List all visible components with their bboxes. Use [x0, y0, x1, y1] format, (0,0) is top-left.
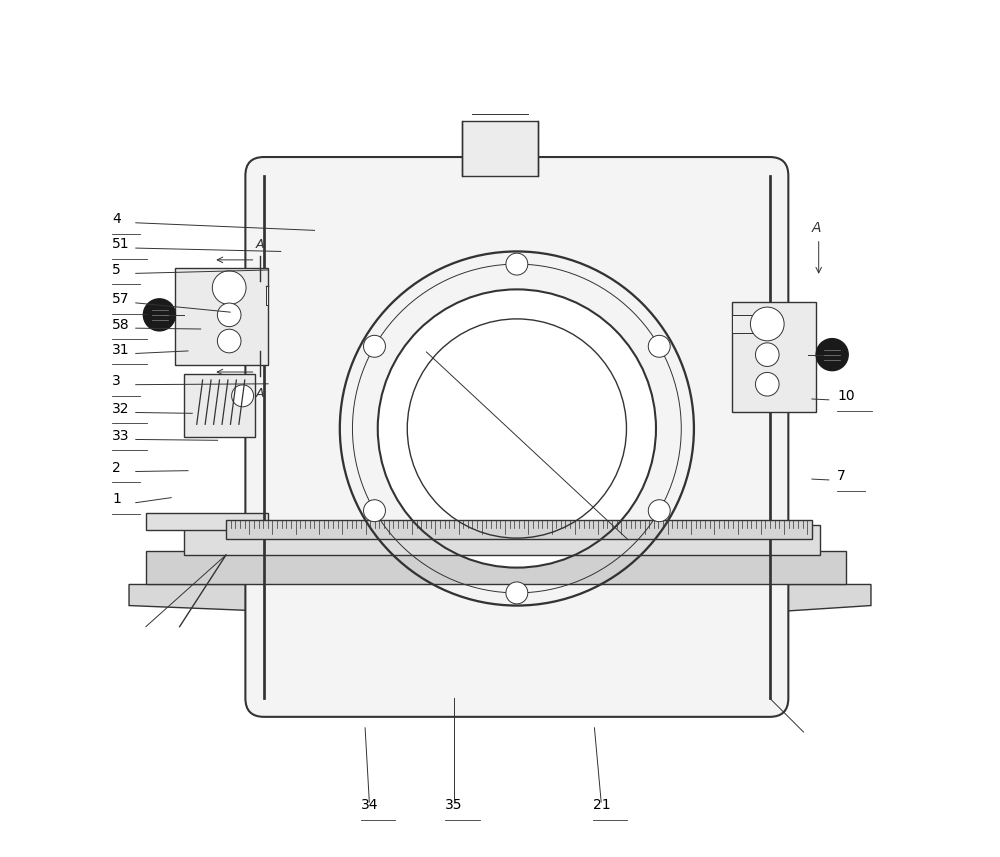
- Circle shape: [648, 500, 670, 522]
- Text: A: A: [255, 238, 264, 251]
- Bar: [226, 520, 812, 539]
- Text: 10: 10: [837, 389, 855, 403]
- Bar: [266, 285, 268, 305]
- Circle shape: [364, 500, 385, 522]
- Text: 5: 5: [112, 263, 121, 277]
- Text: 57: 57: [112, 292, 130, 306]
- Text: 3: 3: [112, 374, 121, 388]
- Text: 7: 7: [837, 470, 846, 483]
- Text: 1: 1: [112, 492, 121, 506]
- Circle shape: [816, 339, 848, 371]
- Circle shape: [506, 253, 528, 275]
- Circle shape: [506, 582, 528, 604]
- Bar: [184, 525, 820, 555]
- Circle shape: [648, 335, 670, 357]
- Polygon shape: [129, 584, 871, 624]
- Text: 21: 21: [593, 798, 610, 812]
- Text: 32: 32: [112, 402, 130, 416]
- Text: 4: 4: [112, 213, 121, 226]
- Bar: [732, 302, 816, 411]
- Circle shape: [217, 303, 241, 327]
- Text: 31: 31: [112, 343, 130, 357]
- Circle shape: [378, 290, 656, 567]
- Circle shape: [364, 335, 385, 357]
- Text: 58: 58: [112, 318, 130, 332]
- Circle shape: [232, 385, 254, 407]
- Text: A: A: [811, 220, 821, 235]
- Text: A: A: [255, 387, 264, 400]
- Circle shape: [217, 329, 241, 353]
- Text: 33: 33: [112, 428, 130, 443]
- Circle shape: [755, 343, 779, 367]
- Circle shape: [755, 373, 779, 396]
- Text: 34: 34: [361, 798, 378, 812]
- Circle shape: [750, 307, 784, 341]
- Text: 35: 35: [445, 798, 463, 812]
- Bar: [146, 551, 846, 584]
- Text: 51: 51: [112, 237, 130, 251]
- Bar: [462, 121, 538, 176]
- Bar: [175, 268, 268, 365]
- FancyBboxPatch shape: [245, 157, 788, 716]
- Polygon shape: [146, 512, 268, 530]
- Circle shape: [212, 271, 246, 304]
- Text: 2: 2: [112, 461, 121, 475]
- Circle shape: [143, 299, 175, 331]
- Bar: [184, 374, 255, 437]
- Bar: [732, 315, 767, 333]
